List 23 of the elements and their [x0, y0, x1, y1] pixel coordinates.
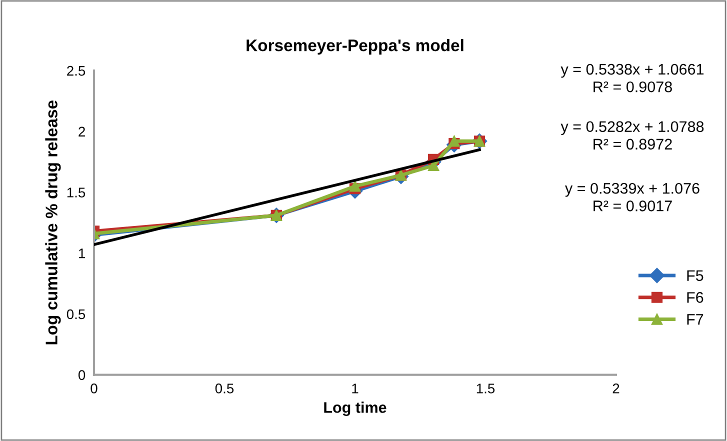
y-tick-label: 1 [79, 248, 85, 258]
x-tick-label: 2 [612, 384, 620, 394]
y-tick-label: 0 [78, 370, 86, 380]
point [428, 160, 440, 172]
legend-label: F7 [687, 314, 704, 325]
point [448, 136, 460, 147]
y-tick-label: 0.5 [66, 309, 86, 320]
x-tick-label: 1.5 [476, 384, 495, 394]
y-tick-label: 2.5 [67, 66, 86, 76]
point [349, 180, 361, 192]
annotation: y = 0.5282x + 1.0788 R² = 0.8972 [560, 121, 704, 150]
legend-label: F6 [687, 292, 704, 303]
x-axis-title: Log time [324, 402, 386, 416]
annotation: y = 0.5338x + 1.0661 R² = 0.9078 [560, 64, 704, 92]
y-tick-label: 1.5 [67, 188, 86, 198]
x-tick-label: 1 [352, 384, 358, 394]
legend-label: F5 [687, 270, 704, 281]
y-axis-title: Log cumulative % drug release [45, 100, 61, 344]
x-tick-label: 0.5 [215, 384, 234, 394]
annotation: y = 0.5339x + 1.076 R² = 0.9017 [565, 182, 700, 212]
y-tick-label: 2 [78, 126, 85, 136]
chart-title: Korsemeyer-Peppa's model [246, 39, 464, 55]
x-tick-label: 0 [90, 384, 98, 394]
